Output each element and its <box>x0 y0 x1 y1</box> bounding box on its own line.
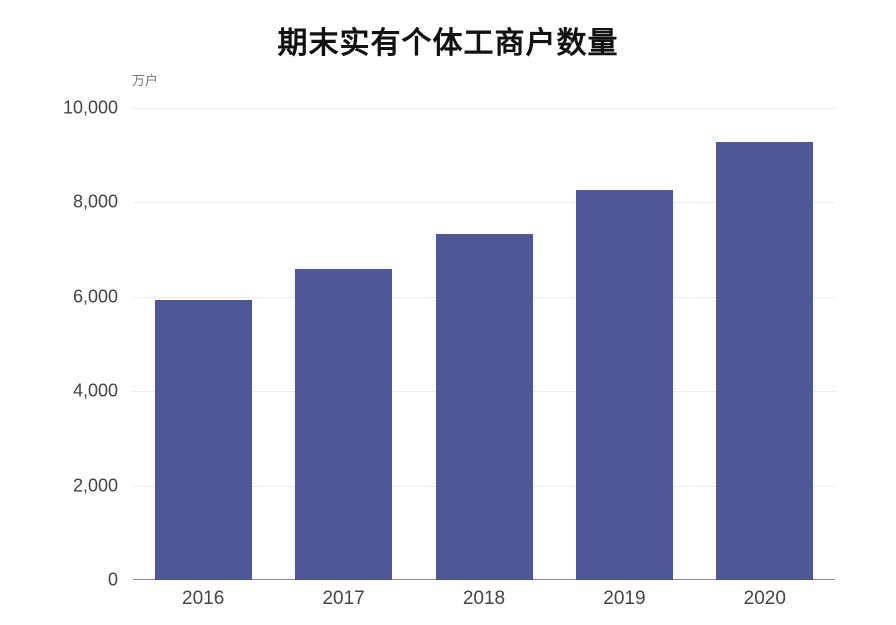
y-tick-label: 2,000 <box>72 475 118 496</box>
x-tick-label: 2018 <box>462 588 506 609</box>
y-tick-label: 6,000 <box>72 286 118 307</box>
chart-title: 期末实有个体工商户数量 <box>277 26 619 61</box>
bar-2016 <box>154 300 252 580</box>
x-tick-label: 2020 <box>743 588 786 609</box>
y-axis-unit-label: 万户 <box>132 74 159 89</box>
gridline <box>133 202 835 204</box>
y-tick-label: 10,000 <box>62 97 118 118</box>
bar-2020 <box>716 141 814 580</box>
y-tick-label: 0 <box>107 569 118 590</box>
bar-2017 <box>295 269 393 580</box>
x-tick-label: 2017 <box>322 588 365 609</box>
plot-area <box>133 108 835 580</box>
bar-2019 <box>575 190 673 580</box>
gridline <box>133 108 835 109</box>
y-tick-label: 4,000 <box>72 380 118 401</box>
y-tick-label: 8,000 <box>72 191 118 212</box>
x-tick-label: 2016 <box>182 588 225 609</box>
bar-2018 <box>435 234 533 580</box>
x-tick-label: 2019 <box>603 588 646 609</box>
